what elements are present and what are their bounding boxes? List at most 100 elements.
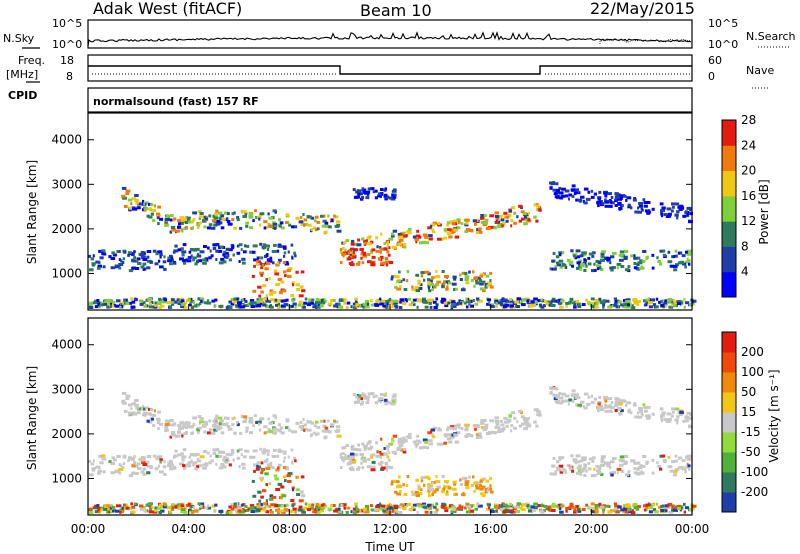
velocity-cell — [286, 474, 291, 478]
power-cell — [212, 214, 215, 218]
power-cell — [225, 255, 229, 259]
velocity-cell — [570, 454, 574, 458]
power-cell — [188, 220, 193, 224]
power-cell — [187, 257, 190, 261]
colorbar-tick-label: -200 — [741, 485, 768, 499]
power-cell — [265, 262, 271, 265]
power-cell — [447, 301, 451, 305]
power-cell — [194, 304, 198, 308]
power-cell — [628, 305, 632, 309]
velocity-cell — [428, 439, 433, 443]
power-cell — [352, 302, 356, 306]
velocity-cell — [174, 505, 178, 509]
velocity-cell — [175, 434, 181, 438]
velocity-cell — [420, 476, 425, 480]
power-cell — [92, 301, 98, 305]
power-cell — [277, 302, 281, 306]
power-cell — [351, 261, 354, 265]
velocity-cell — [550, 504, 556, 508]
velocity-cell — [260, 503, 263, 507]
velocity-cell — [187, 462, 190, 466]
power-cell — [179, 257, 184, 261]
velocity-cell — [615, 400, 620, 404]
velocity-cell — [204, 506, 208, 510]
colorbar-segment — [722, 221, 736, 247]
power-cell — [277, 218, 281, 222]
power-cell — [402, 245, 407, 249]
velocity-cell — [138, 504, 144, 508]
velocity-cell — [221, 422, 226, 426]
velocity-cell — [177, 424, 182, 428]
velocity-cell — [336, 434, 342, 438]
velocity-cell — [642, 455, 647, 458]
velocity-cell — [131, 464, 136, 468]
power-cell — [398, 270, 401, 274]
velocity-cell — [427, 483, 431, 487]
velocity-cell — [602, 510, 605, 514]
velocity-cell — [468, 434, 473, 437]
velocity-cell — [306, 420, 310, 424]
velocity-cell — [558, 458, 562, 462]
colorbar-tick-label: 16 — [741, 189, 756, 203]
power-cell — [427, 286, 430, 290]
power-cell — [391, 193, 396, 197]
velocity-cell — [366, 396, 370, 400]
power-cell — [551, 267, 554, 271]
velocity-cell — [147, 412, 152, 416]
velocity-cell — [350, 468, 355, 472]
velocity-cell — [363, 457, 367, 461]
colorbar-segment — [722, 352, 736, 373]
power-cell — [568, 261, 573, 265]
power-cell — [101, 249, 106, 253]
velocity-cell — [461, 476, 467, 480]
velocity-cell — [186, 464, 192, 468]
power-cell — [223, 218, 229, 222]
power-cell — [560, 299, 565, 303]
power-scatter-cells — [88, 181, 697, 310]
power-cell — [642, 198, 646, 202]
velocity-cell — [144, 412, 149, 416]
power-cell — [342, 254, 345, 258]
power-cell — [424, 235, 429, 239]
velocity-cell — [327, 507, 333, 511]
power-cell — [303, 223, 306, 227]
velocity-cell — [277, 423, 281, 427]
velocity-cell — [613, 507, 618, 511]
velocity-cell — [244, 505, 248, 508]
power-cell — [194, 247, 200, 251]
power-cell — [274, 298, 278, 302]
velocity-cell — [390, 402, 396, 406]
power-cell — [570, 188, 576, 192]
velocity-cell — [585, 402, 591, 406]
power-cell — [148, 299, 152, 303]
velocity-cell — [657, 464, 661, 468]
power-cell — [236, 251, 241, 255]
velocity-cell — [569, 502, 574, 506]
velocity-cell — [397, 447, 402, 451]
power-cell — [292, 302, 297, 306]
power-cell — [617, 202, 622, 206]
cpid-frame — [87, 87, 693, 113]
velocity-cell — [575, 403, 579, 407]
power-cell — [260, 273, 263, 277]
power-cell — [303, 301, 308, 305]
power-cell — [587, 190, 591, 194]
power-cell — [274, 272, 279, 276]
colorbar-segment — [722, 120, 736, 146]
velocity-cell — [269, 509, 272, 513]
velocity-frame — [87, 317, 693, 516]
power-cell — [525, 297, 530, 301]
velocity-cell — [260, 461, 264, 465]
power-cell — [211, 299, 216, 303]
velocity-cell — [384, 400, 390, 404]
power-cell — [269, 305, 274, 309]
power-cell — [291, 299, 294, 303]
velocity-cell — [500, 423, 505, 427]
velocity-cell — [431, 493, 434, 497]
power-cell — [415, 273, 420, 277]
velocity-cell — [403, 493, 408, 496]
velocity-cell — [218, 422, 222, 426]
velocity-cell — [556, 468, 562, 472]
velocity-cell — [265, 510, 269, 514]
